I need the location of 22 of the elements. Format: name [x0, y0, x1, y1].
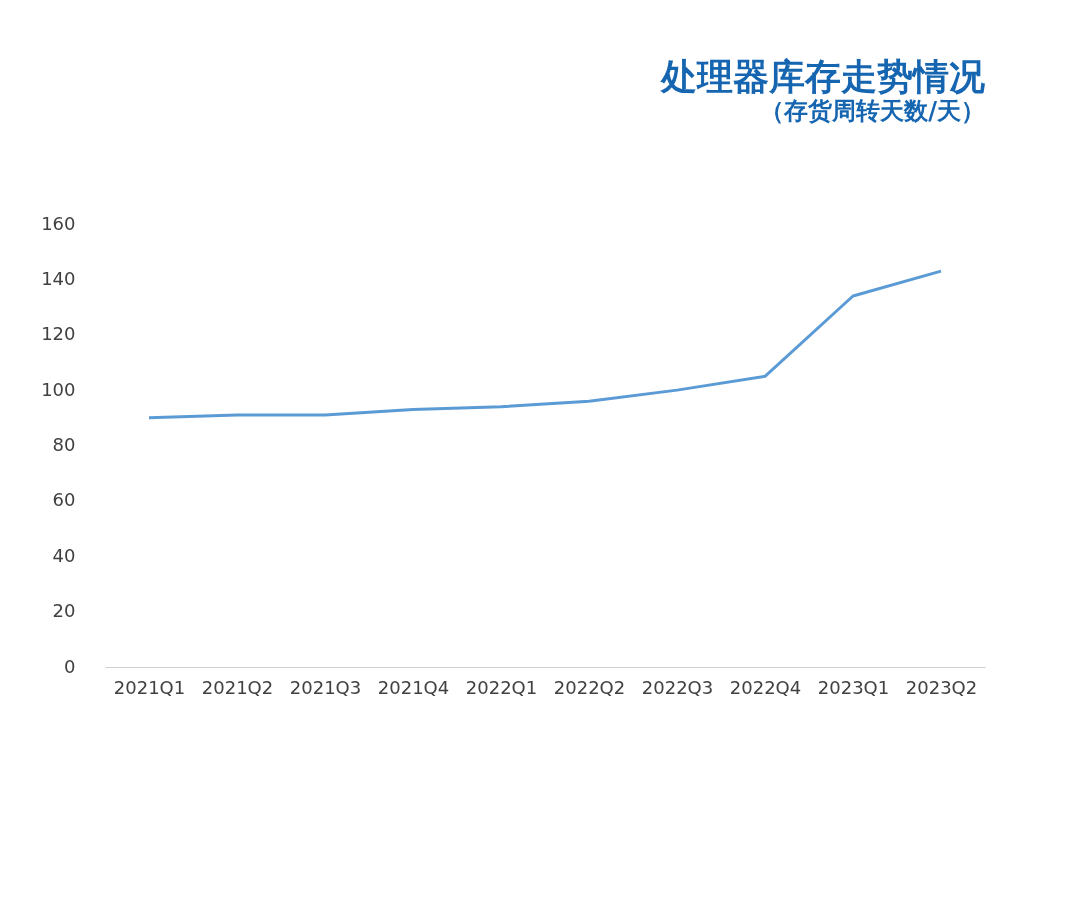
line-series	[147, 269, 943, 420]
y-tick-label: 60	[52, 489, 76, 511]
x-tick-label: 2022Q1	[465, 676, 538, 698]
y-tick-label: 0	[64, 655, 76, 677]
x-tick-label: 2022Q2	[553, 676, 626, 698]
y-tick-label: 80	[52, 434, 76, 455]
y-tick-label: 40	[52, 544, 76, 566]
x-tick-label: 2021Q4	[377, 676, 450, 698]
x-tick-label: 2023Q2	[905, 676, 978, 698]
x-tick-label: 2021Q3	[289, 676, 362, 698]
y-tick-label: 140	[41, 267, 76, 289]
chart-subtitle: （存货周转天数/天）	[760, 97, 985, 125]
y-tick-label: 100	[41, 378, 76, 400]
y-tick-label: 120	[41, 323, 76, 345]
x-tick-label: 2021Q1	[113, 676, 186, 698]
x-tick-label: 2022Q3	[641, 676, 714, 698]
y-tick-label: 20	[52, 600, 76, 622]
x-tick-label: 2021Q2	[201, 676, 274, 698]
x-tick-label: 2022Q4	[729, 676, 802, 698]
x-tick-label: 2023Q1	[817, 676, 890, 698]
chart-title: 处理器库存走势情况	[660, 56, 985, 97]
y-tick-label: 160	[41, 212, 76, 234]
